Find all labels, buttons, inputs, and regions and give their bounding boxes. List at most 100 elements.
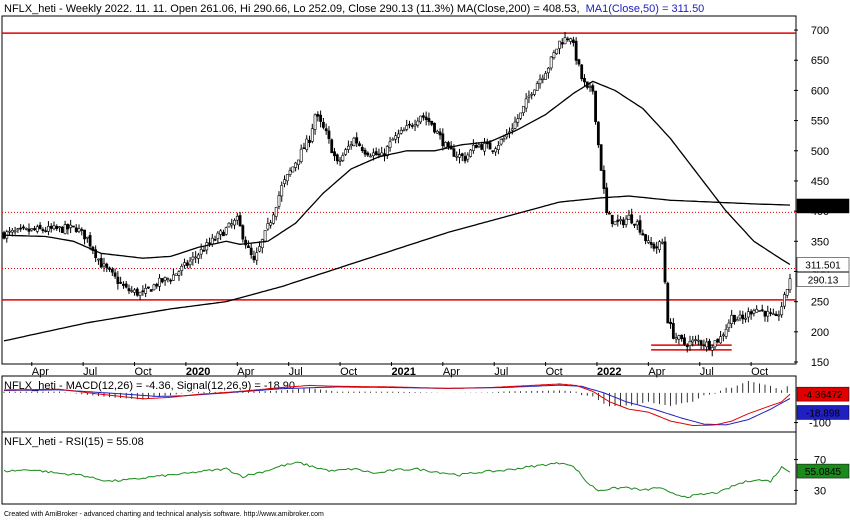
candle-body bbox=[638, 220, 642, 233]
price-panel-frame bbox=[1, 15, 797, 365]
candle-body bbox=[630, 214, 634, 224]
rsi-badge-text: 55.0845 bbox=[805, 467, 842, 478]
candle-body bbox=[646, 240, 650, 243]
macd-badge-bg bbox=[796, 386, 850, 402]
candle-body bbox=[283, 179, 286, 184]
candle-body bbox=[427, 118, 431, 122]
rsi-tick-label: 30 bbox=[814, 485, 826, 497]
candle-body bbox=[546, 67, 550, 74]
candle-body bbox=[149, 289, 153, 292]
candle-body bbox=[533, 89, 536, 95]
candle-body bbox=[47, 225, 50, 232]
signal-badge-bg bbox=[796, 405, 850, 420]
candle-body bbox=[122, 283, 125, 286]
candle-body bbox=[55, 225, 59, 229]
candle-body bbox=[574, 40, 578, 61]
candle-body bbox=[621, 219, 625, 226]
candle-body bbox=[113, 272, 117, 277]
candle-body bbox=[138, 291, 142, 296]
candle-body bbox=[297, 159, 300, 165]
price-tick-label: 700 bbox=[811, 25, 829, 37]
candle-body bbox=[194, 256, 198, 259]
candle-body bbox=[708, 340, 711, 350]
candle-body bbox=[199, 249, 203, 255]
candle-body bbox=[133, 289, 136, 293]
price-axis-ticks: 150200250300350400450500550600650700 bbox=[794, 25, 829, 369]
candle-body bbox=[230, 223, 234, 226]
candle-body bbox=[366, 152, 370, 156]
date-tick-label: Oct bbox=[751, 366, 768, 378]
candle-body bbox=[344, 149, 348, 155]
date-tick-label: Jul bbox=[494, 366, 508, 378]
ma200-line bbox=[3, 195, 791, 342]
candle-body bbox=[408, 123, 411, 126]
candle-body bbox=[272, 214, 275, 224]
candle-body bbox=[627, 214, 631, 220]
candle-body bbox=[683, 337, 686, 345]
candle-body bbox=[444, 142, 448, 148]
price-tick-label: 350 bbox=[811, 236, 829, 248]
candle-body bbox=[94, 249, 98, 258]
candle-body bbox=[771, 313, 775, 316]
candle-body bbox=[66, 223, 70, 230]
candle-body bbox=[513, 121, 517, 129]
candle-body bbox=[255, 252, 259, 261]
rsi-panel-frame bbox=[1, 431, 797, 505]
candle-body bbox=[19, 227, 23, 230]
candle-body bbox=[324, 128, 328, 132]
date-tick-label: 2021 bbox=[391, 366, 415, 378]
candle-body bbox=[666, 282, 670, 324]
candle-body bbox=[302, 147, 306, 149]
candle-body bbox=[433, 122, 436, 133]
date-tick-label: Apr bbox=[648, 366, 665, 378]
price-tick-label: 450 bbox=[811, 176, 829, 188]
candle-body bbox=[396, 133, 400, 138]
candle-body bbox=[727, 322, 731, 329]
candle-body bbox=[516, 118, 520, 123]
candle-body bbox=[466, 154, 470, 160]
candle-body bbox=[744, 317, 747, 320]
date-tick-label: 2020 bbox=[186, 366, 210, 378]
candle-body bbox=[652, 243, 656, 249]
candle-body bbox=[735, 319, 739, 322]
candle-body bbox=[127, 288, 131, 292]
candle-body bbox=[419, 115, 423, 123]
candle-body bbox=[471, 144, 475, 151]
candle-body bbox=[760, 309, 764, 312]
candle-body bbox=[755, 308, 759, 313]
candle-body bbox=[783, 294, 786, 307]
candle-body bbox=[602, 170, 606, 190]
candle-body bbox=[455, 155, 459, 158]
candle-body bbox=[260, 239, 264, 248]
candle-body bbox=[97, 258, 100, 261]
candle-body bbox=[202, 250, 206, 252]
candle-body bbox=[83, 229, 86, 240]
candle-body bbox=[610, 214, 614, 225]
candle-body bbox=[49, 225, 53, 229]
candle-body bbox=[677, 335, 681, 340]
candle-body bbox=[74, 227, 78, 232]
candle-body bbox=[30, 228, 34, 231]
candle-body bbox=[321, 121, 325, 128]
price-tick-label: 650 bbox=[811, 55, 829, 67]
candle-body bbox=[402, 129, 406, 132]
candle-body bbox=[591, 85, 595, 92]
candle-body bbox=[669, 321, 672, 325]
price-tick-label: 600 bbox=[811, 85, 829, 97]
candle-body bbox=[671, 323, 675, 339]
candle-body bbox=[247, 245, 250, 249]
candle-body bbox=[185, 262, 189, 266]
candle-body bbox=[116, 276, 120, 284]
candle-body bbox=[44, 230, 48, 232]
candle-body bbox=[674, 337, 678, 340]
candle-body bbox=[746, 311, 750, 318]
candle-body bbox=[308, 139, 311, 143]
candle-body bbox=[549, 56, 553, 69]
candle-body bbox=[688, 341, 692, 346]
candle-body bbox=[524, 98, 528, 109]
candle-body bbox=[738, 314, 742, 319]
candle-body bbox=[224, 227, 228, 235]
candle-body bbox=[33, 228, 36, 231]
date-axis-labels: Apr Jul Oct 2020 Apr Jul Oct 2021 Apr Jul Oct 2022 A… bbox=[31, 362, 768, 378]
candle-body bbox=[541, 77, 545, 80]
